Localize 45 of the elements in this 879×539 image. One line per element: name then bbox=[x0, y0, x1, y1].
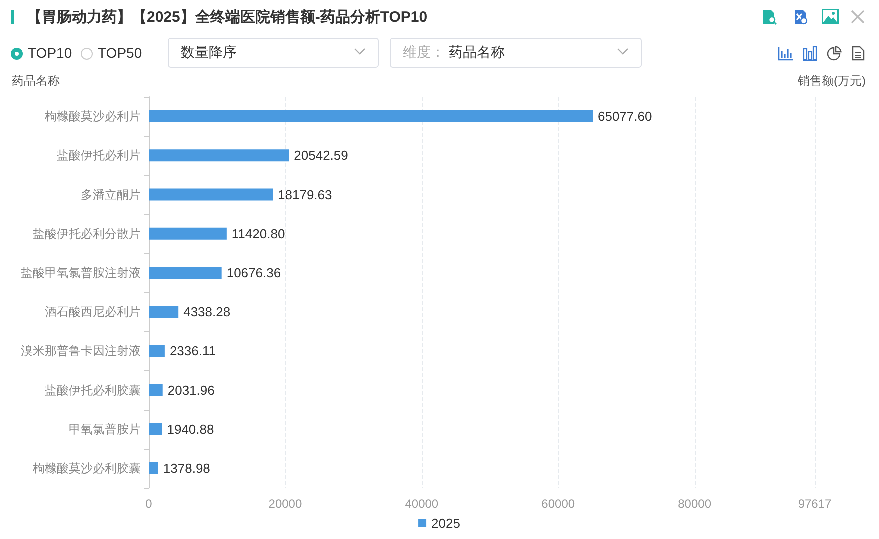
chart-title: 【胃肠动力药】【2025】全终端医院销售额-药品分析TOP10 bbox=[27, 8, 428, 27]
x-tick-label: 97617 bbox=[798, 497, 832, 511]
data-label: 18179.63 bbox=[278, 187, 332, 202]
y-tick-label: 盐酸伊托必利片 bbox=[57, 148, 141, 163]
bar bbox=[149, 150, 290, 162]
y-tick-label: 盐酸伊托必利分散片 bbox=[33, 226, 141, 241]
x-tick-label: 0 bbox=[146, 497, 153, 511]
bar bbox=[149, 462, 158, 474]
data-label: 10676.36 bbox=[226, 265, 282, 280]
y-tick-label: 甲氧氯普胺片 bbox=[69, 422, 141, 436]
data-label: 4338.28 bbox=[184, 304, 231, 320]
bar bbox=[149, 306, 179, 318]
bar bbox=[149, 266, 222, 279]
y-tick-label: 多潘立酮片 bbox=[81, 188, 141, 202]
data-label: 1378.98 bbox=[163, 460, 210, 476]
y-tick-label: 盐酸甲氧氯普胺注射液 bbox=[21, 266, 141, 280]
bar bbox=[149, 188, 274, 201]
y-axis-title: 药品名称 bbox=[12, 73, 60, 90]
data-label: 1940.88 bbox=[167, 422, 214, 437]
bar bbox=[149, 423, 162, 436]
text: 药品名称 bbox=[449, 44, 505, 62]
legend-label: 2025 bbox=[432, 516, 460, 531]
data-label: 2031.96 bbox=[168, 382, 215, 398]
bar bbox=[149, 228, 227, 240]
y-tick-label: 枸橼酸莫沙必利胶囊 bbox=[33, 461, 141, 476]
x-tick-label: 60000 bbox=[542, 497, 576, 511]
bar bbox=[149, 110, 593, 123]
data-label: 2336.11 bbox=[170, 344, 216, 359]
data-label: 65077.60 bbox=[598, 109, 652, 124]
x-tick-label: 40000 bbox=[405, 497, 439, 511]
text: TOP50 bbox=[98, 45, 142, 61]
bar bbox=[149, 345, 165, 358]
data-label: 20542.59 bbox=[294, 148, 348, 164]
y-tick-label: 酒石酸西尼必利片 bbox=[45, 305, 141, 320]
x-tick-label: 80000 bbox=[678, 497, 712, 511]
x-axis-title: 销售额(万元) bbox=[798, 73, 866, 90]
bar bbox=[149, 384, 163, 396]
y-tick-label: 枸橼酸莫沙必利片 bbox=[45, 110, 141, 124]
text: TOP10 bbox=[28, 45, 72, 61]
text: 维度： bbox=[403, 44, 445, 62]
y-tick-label: 溴米那普鲁卡因注射液 bbox=[21, 344, 141, 358]
data-label: 11420.80 bbox=[232, 226, 286, 242]
y-tick-label: 盐酸伊托必利胶囊 bbox=[45, 383, 141, 398]
x-tick-label: 20000 bbox=[268, 497, 302, 511]
text: 数量降序 bbox=[181, 44, 237, 62]
